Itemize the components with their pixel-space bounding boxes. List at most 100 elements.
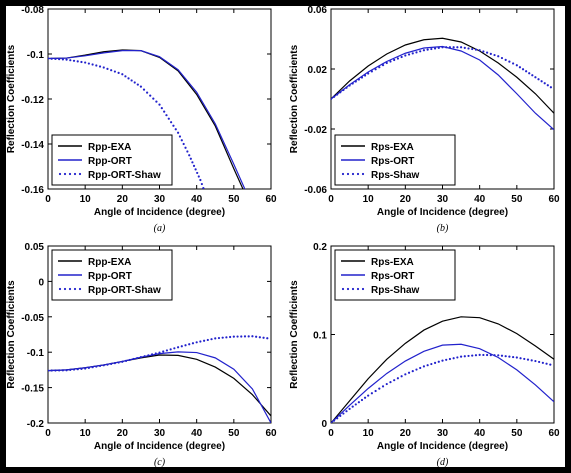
series-point-rpp-ort-shaw — [142, 88, 146, 91]
series-point-rpp-ort-shaw — [113, 70, 116, 73]
series-point-rpp-ort-shaw — [121, 73, 124, 76]
series-point-rps-shaw — [433, 47, 437, 50]
series-point-rps-shaw — [339, 414, 342, 418]
series-point-rps-shaw — [534, 76, 537, 79]
series-point-rps-shaw — [549, 363, 552, 366]
panel-c: 0 10 20 30 40 50 60 -0.2 -0.15 -0.1 -0.05 0 0.05 Angl… — [6, 242, 277, 467]
series-point-rps-shaw — [400, 375, 403, 378]
x-axis-label: Angle of Incidence (degree) — [94, 441, 225, 452]
series-point-rps-shaw — [452, 357, 455, 360]
series-point-rps-shaw — [489, 354, 492, 357]
y-tick-label: -0.08 — [21, 6, 44, 16]
series-point-rpp-ort-shaw — [69, 368, 72, 371]
series-point-rpp-ort-shaw — [197, 175, 200, 178]
series-point-rps-shaw — [482, 50, 485, 53]
series-point-rps-shaw — [348, 407, 351, 410]
x-tick-label: 60 — [265, 194, 277, 205]
legend-swatch — [68, 172, 72, 176]
series-point-rps-shaw — [537, 78, 540, 81]
series-point-rpp-ort-shaw — [102, 66, 105, 69]
series-point-rpp-ort-shaw — [200, 182, 203, 186]
series-point-rpp-ort-shaw — [225, 336, 228, 339]
series-point-rps-shaw — [393, 379, 396, 382]
x-tick-label: 20 — [117, 428, 129, 439]
series-point-rpp-ort-shaw — [191, 342, 195, 345]
series-point-rpp-ort-shaw — [76, 60, 79, 63]
y-tick-label: -0.14 — [21, 140, 44, 151]
series-point-rpp-ort-shaw — [80, 367, 83, 370]
panel-caption: (a) — [154, 223, 166, 234]
series-point-rps-shaw — [541, 361, 544, 364]
y-tick-label: 0.05 — [25, 242, 45, 253]
legend-label: Rpp-ORT-Shaw — [88, 170, 161, 181]
legend-label: Rps-EXA — [371, 142, 414, 153]
series-point-rpp-ort-shaw — [147, 354, 150, 357]
series-point-rpp-ort-shaw — [258, 336, 261, 339]
series-point-rpp-ort-shaw — [158, 351, 161, 354]
series-point-rpp-ort-shaw — [146, 91, 149, 94]
x-tick-label: 50 — [228, 428, 240, 439]
panel-b: 0 10 20 30 40 50 60 -0.06 -0.02 0.02 0.06 Angle of … — [289, 6, 560, 234]
series-point-rpp-ort-shaw — [236, 335, 239, 338]
series-point-rps-shaw — [363, 396, 367, 399]
series-point-rps-shaw — [367, 72, 370, 75]
series-point-rpp-ort-shaw — [72, 59, 76, 62]
legend-swatch — [356, 287, 360, 291]
legend-label: Rpp-ORT-Shaw — [88, 285, 161, 296]
x-tick-label: 50 — [511, 428, 523, 439]
y-tick-label: 0 — [321, 419, 327, 430]
series-point-rpp-ort-shaw — [124, 359, 128, 362]
series-point-rpp-ort-shaw — [176, 131, 180, 134]
y-axis-label: Reflection Coefficients — [289, 44, 300, 153]
series-line-rps-exa — [331, 316, 554, 423]
series-point-rpp-ort-shaw — [54, 369, 57, 372]
series-point-rpp-ort-shaw — [205, 195, 207, 197]
series-point-rpp-ort-shaw — [199, 340, 202, 343]
series-point-rpp-ort-shaw — [182, 142, 185, 146]
x-tick-label: 20 — [400, 428, 412, 439]
series-point-rpp-ort-shaw — [184, 344, 187, 347]
series-point-rpp-ort-shaw — [72, 368, 76, 371]
series-point-rpp-ort-shaw — [204, 191, 206, 193]
series-point-rpp-ort-shaw — [155, 100, 158, 103]
series-point-rps-shaw — [546, 84, 549, 87]
series-point-rpp-ort-shaw — [102, 364, 105, 367]
series-point-rpp-ort-shaw — [95, 64, 98, 67]
series-point-rpp-ort-shaw — [150, 353, 154, 356]
series-point-rps-shaw — [407, 53, 411, 56]
series-point-rpp-ort-shaw — [48, 57, 50, 60]
series-point-rpp-ort-shaw — [80, 60, 83, 64]
series-point-rps-shaw — [471, 354, 474, 357]
series-point-rpp-ort-shaw — [84, 367, 87, 370]
series-point-rps-shaw — [459, 46, 463, 49]
series-point-rps-shaw — [493, 354, 496, 357]
series-point-rps-shaw — [512, 355, 515, 359]
legend-swatch — [341, 172, 345, 176]
series-point-rps-shaw — [508, 60, 511, 63]
series-point-rpp-ort-shaw — [203, 339, 206, 342]
series-point-rpp-ort-shaw — [154, 352, 157, 355]
series-point-rpp-ort-shaw — [178, 135, 182, 138]
x-tick-label: 30 — [154, 428, 166, 439]
series-point-rps-shaw — [360, 398, 364, 402]
series-point-rpp-ort-shaw — [162, 350, 165, 353]
series-point-rps-shaw — [500, 56, 504, 60]
series-point-rpp-ort-shaw — [247, 335, 250, 338]
series-point-rps-shaw — [351, 405, 354, 408]
series-point-rps-shaw — [445, 358, 448, 361]
series-point-rps-shaw — [508, 355, 511, 358]
series-point-rps-shaw — [543, 82, 546, 85]
series-point-rps-shaw — [351, 82, 354, 85]
series-point-rps-shaw — [331, 97, 333, 101]
series-point-rpp-ort-shaw — [58, 58, 61, 61]
series-point-rps-shaw — [374, 389, 377, 393]
figure-svg: 0 10 20 30 40 50 60 -0.16 -0.14 -0.12 -0.1 -0.08 Ang… — [6, 6, 560, 467]
legend: Rps-EXA Rps-ORT Rps-Shaw — [334, 249, 456, 301]
y-tick-label: -0.12 — [21, 95, 44, 106]
x-tick-label: 60 — [548, 194, 560, 205]
series-point-rpp-ort-shaw — [139, 85, 143, 88]
legend-label: Rpp-ORT — [88, 271, 132, 282]
series-point-rps-shaw — [332, 419, 336, 422]
series-point-rps-shaw — [456, 46, 459, 49]
series-point-rps-shaw — [528, 72, 531, 75]
